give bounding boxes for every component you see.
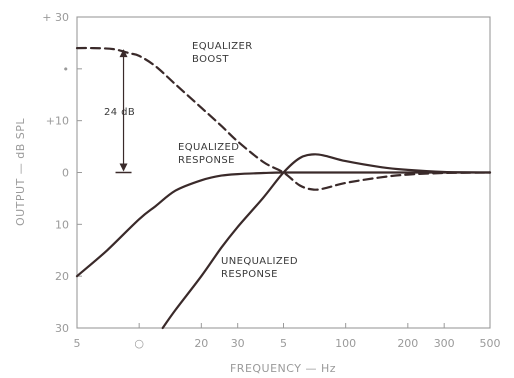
y-tick-label: 20 xyxy=(55,270,69,283)
y-axis-tick-labels: + 30 • +10 0 10 20 30 xyxy=(42,11,69,335)
unequalized-response-curve xyxy=(161,153,492,330)
annotation-eq-boost: BOOST xyxy=(192,54,229,65)
equalizer-boost-curve xyxy=(75,46,492,191)
y-tick-label: + 30 xyxy=(42,11,69,24)
axis-tick-marks xyxy=(76,16,491,329)
x-tick-label: 30 xyxy=(231,337,245,350)
y-axis-title: OUTPUT — dB SPL xyxy=(14,118,27,226)
equalized-response-curve xyxy=(75,171,492,278)
y-tick-label: 10 xyxy=(55,218,69,231)
x-tick-label: 5 xyxy=(74,337,81,350)
annotation-boost-amount: 24 dB xyxy=(104,107,135,118)
y-tick-label: 0 xyxy=(62,167,69,180)
annotation-uneq-resp: RESPONSE xyxy=(221,269,278,280)
x-tick-label: 100 xyxy=(335,337,356,350)
y-tick-label: +10 xyxy=(46,115,69,128)
x-tick-label: 500 xyxy=(480,337,501,350)
x-tick-label: ○ xyxy=(134,337,144,350)
response-curves xyxy=(75,46,492,330)
boost-arrowhead-up xyxy=(119,49,128,58)
x-tick-label: 300 xyxy=(434,337,455,350)
x-tick-label: 20 xyxy=(194,337,208,350)
y-tick-label: • xyxy=(63,63,70,76)
curve-annotations: EQUALIZER BOOST EQUALIZED RESPONSE UNEQUALIZ… xyxy=(104,41,298,280)
annotation-eq-resp: RESPONSE xyxy=(178,155,235,166)
y-tick-label: 30 xyxy=(55,322,69,335)
x-tick-label: 5 xyxy=(280,337,287,350)
annotation-eq-resp: EQUALIZED xyxy=(178,142,239,153)
boost-arrowhead-down xyxy=(119,163,128,172)
annotation-eq-boost: EQUALIZER xyxy=(192,41,253,52)
x-axis-title: FREQUENCY — Hz xyxy=(230,362,336,375)
x-axis-tick-labels: 5 ○ 20 30 5 100 200 300 500 xyxy=(74,337,501,350)
annotation-uneq-resp: UNEQUALIZED xyxy=(221,256,298,267)
x-tick-label: 200 xyxy=(397,337,418,350)
